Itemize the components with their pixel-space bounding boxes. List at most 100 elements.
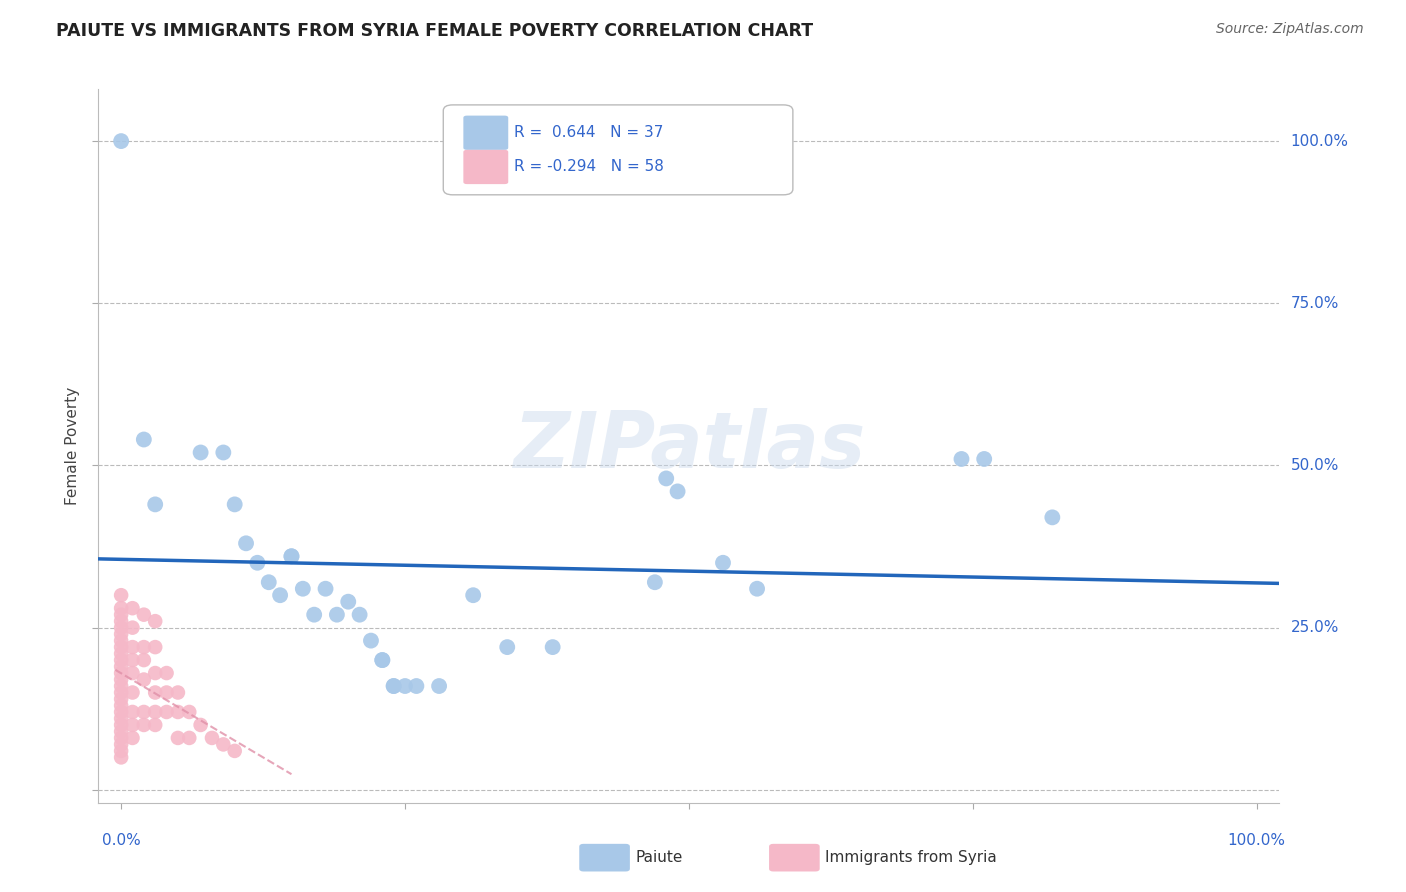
Point bbox=[212, 445, 235, 459]
Point bbox=[110, 647, 132, 661]
Point bbox=[143, 666, 166, 681]
Point bbox=[110, 666, 132, 681]
Point bbox=[110, 640, 132, 654]
Point bbox=[745, 582, 768, 596]
Point bbox=[224, 744, 246, 758]
Point bbox=[143, 705, 166, 719]
Text: 100.0%: 100.0% bbox=[1227, 833, 1285, 848]
Point bbox=[394, 679, 416, 693]
Point bbox=[280, 549, 302, 564]
Point bbox=[360, 633, 382, 648]
Point bbox=[110, 738, 132, 752]
Point bbox=[110, 653, 132, 667]
Point bbox=[337, 595, 360, 609]
Point bbox=[110, 692, 132, 706]
Point bbox=[132, 673, 155, 687]
Point bbox=[371, 653, 394, 667]
Point bbox=[179, 731, 201, 745]
Point bbox=[427, 679, 450, 693]
Point bbox=[110, 685, 132, 699]
Point bbox=[269, 588, 291, 602]
FancyBboxPatch shape bbox=[443, 105, 793, 194]
Text: Source: ZipAtlas.com: Source: ZipAtlas.com bbox=[1216, 22, 1364, 37]
Point bbox=[950, 452, 973, 467]
Point bbox=[110, 705, 132, 719]
Point bbox=[143, 718, 166, 732]
Point bbox=[110, 607, 132, 622]
Point bbox=[291, 582, 314, 596]
Point bbox=[132, 653, 155, 667]
Text: 25.0%: 25.0% bbox=[1291, 620, 1339, 635]
Point bbox=[496, 640, 519, 654]
Point bbox=[257, 575, 280, 590]
Point bbox=[167, 705, 190, 719]
Point bbox=[121, 601, 143, 615]
Text: R =  0.644   N = 37: R = 0.644 N = 37 bbox=[515, 125, 664, 140]
Point bbox=[110, 134, 132, 148]
Point bbox=[110, 724, 132, 739]
Text: Paiute: Paiute bbox=[636, 850, 683, 864]
Point bbox=[155, 685, 177, 699]
Point bbox=[121, 685, 143, 699]
Point bbox=[110, 588, 132, 602]
Point bbox=[224, 497, 246, 511]
Point bbox=[711, 556, 734, 570]
Text: 100.0%: 100.0% bbox=[1291, 134, 1348, 149]
Point bbox=[121, 718, 143, 732]
Text: 50.0%: 50.0% bbox=[1291, 458, 1339, 473]
Point bbox=[110, 621, 132, 635]
Point bbox=[655, 471, 678, 485]
Point bbox=[110, 679, 132, 693]
FancyBboxPatch shape bbox=[464, 116, 508, 150]
Point bbox=[132, 607, 155, 622]
Point bbox=[110, 633, 132, 648]
Point bbox=[190, 718, 212, 732]
Point bbox=[212, 738, 235, 752]
Point bbox=[315, 582, 337, 596]
Point bbox=[349, 607, 371, 622]
Text: PAIUTE VS IMMIGRANTS FROM SYRIA FEMALE POVERTY CORRELATION CHART: PAIUTE VS IMMIGRANTS FROM SYRIA FEMALE P… bbox=[56, 22, 813, 40]
Point bbox=[201, 731, 224, 745]
Text: Immigrants from Syria: Immigrants from Syria bbox=[825, 850, 997, 864]
Point bbox=[1040, 510, 1063, 524]
Point bbox=[110, 750, 132, 764]
Point bbox=[110, 698, 132, 713]
Point bbox=[121, 666, 143, 681]
Point bbox=[190, 445, 212, 459]
Point bbox=[167, 731, 190, 745]
Point bbox=[155, 666, 177, 681]
Text: 75.0%: 75.0% bbox=[1291, 296, 1339, 310]
Point bbox=[382, 679, 405, 693]
Point bbox=[326, 607, 349, 622]
Point bbox=[405, 679, 427, 693]
Point bbox=[666, 484, 689, 499]
FancyBboxPatch shape bbox=[464, 150, 508, 184]
Point bbox=[121, 653, 143, 667]
Point bbox=[167, 685, 190, 699]
Point bbox=[110, 731, 132, 745]
Point bbox=[110, 614, 132, 628]
Point bbox=[541, 640, 564, 654]
FancyBboxPatch shape bbox=[579, 844, 630, 871]
Point bbox=[143, 640, 166, 654]
Text: ZIPatlas: ZIPatlas bbox=[513, 408, 865, 484]
Point bbox=[143, 497, 166, 511]
Y-axis label: Female Poverty: Female Poverty bbox=[65, 387, 80, 505]
Point bbox=[143, 685, 166, 699]
Text: R = -0.294   N = 58: R = -0.294 N = 58 bbox=[515, 160, 664, 175]
Point bbox=[121, 640, 143, 654]
Point bbox=[121, 705, 143, 719]
Point bbox=[110, 718, 132, 732]
Point bbox=[143, 614, 166, 628]
Point bbox=[110, 744, 132, 758]
Point bbox=[644, 575, 666, 590]
Point bbox=[246, 556, 269, 570]
Point bbox=[302, 607, 325, 622]
Point bbox=[110, 627, 132, 641]
Point bbox=[371, 653, 394, 667]
Point bbox=[110, 659, 132, 673]
Point bbox=[110, 601, 132, 615]
Point bbox=[132, 718, 155, 732]
Point bbox=[280, 549, 302, 564]
Point bbox=[179, 705, 201, 719]
